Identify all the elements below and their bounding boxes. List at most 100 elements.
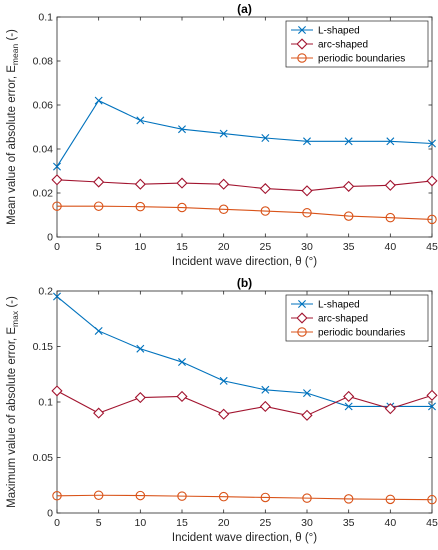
marker-stroke (94, 326, 103, 335)
data-point-diamond (426, 175, 438, 187)
x-tick-label: 0 (54, 517, 60, 529)
x-tick-label: 25 (259, 517, 271, 529)
legend-label: periodic boundaries (318, 328, 405, 339)
y-tick-label: 0.04 (33, 144, 54, 156)
data-point-x (94, 326, 103, 335)
y-axis-label-subscript: max (10, 310, 20, 327)
legend-marker-circle (297, 53, 307, 63)
y-tick-label: 0.1 (38, 397, 53, 409)
x-tick-label: 5 (96, 241, 102, 253)
data-point-diamond (218, 408, 230, 420)
data-point-diamond (93, 407, 105, 419)
data-point-diamond (176, 390, 188, 403)
x-tick-label: 10 (134, 517, 146, 529)
marker-stroke (298, 300, 306, 308)
data-point-diamond (384, 179, 396, 191)
x-tick-label: 0 (54, 241, 60, 253)
marker-stroke (298, 26, 306, 34)
data-point-x (53, 292, 61, 301)
legend-label: arc-shaped (318, 40, 368, 51)
marker-stroke (428, 139, 436, 148)
series-arc-shaped (51, 174, 438, 197)
marker-stroke (178, 125, 186, 134)
x-tick-label: 5 (96, 517, 102, 529)
x-tick-label: 20 (218, 241, 230, 253)
data-point-diamond (51, 174, 63, 186)
marker-stroke (219, 376, 228, 385)
data-point-diamond (259, 400, 271, 413)
legend: L-shaped arc-shaped periodic boundaries (285, 20, 429, 68)
y-axis-label-main: Maximum value of absolute error, E (6, 327, 18, 508)
data-point-x (386, 137, 395, 146)
data-point-x (219, 129, 228, 138)
x-tick-label: 35 (343, 517, 355, 529)
data-point-circle (427, 494, 437, 505)
series-line (56, 179, 433, 192)
x-tick-label: 45 (426, 517, 438, 529)
data-point-circle (385, 494, 396, 505)
panel-title: (a) (237, 2, 252, 16)
legend: L-shaped arc-shaped periodic boundaries (285, 294, 429, 342)
data-point-x (428, 139, 436, 148)
y-tick-label: 0.2 (38, 286, 53, 298)
series-periodic-boundaries (52, 490, 437, 505)
data-point-x (261, 134, 270, 142)
series-line (56, 494, 433, 501)
legend-label: periodic boundaries (318, 54, 405, 65)
data-point-x (219, 376, 228, 385)
series-l-shaped (53, 292, 436, 411)
y-tick-label: 0 (47, 232, 53, 244)
data-point-x (261, 385, 270, 394)
marker-stroke (303, 389, 311, 398)
data-point-circle (218, 204, 229, 215)
data-point-circle (93, 490, 104, 500)
legend-marker-x (298, 26, 306, 34)
y-tick-label: 0.1 (38, 12, 53, 24)
data-point-circle (302, 208, 312, 218)
marker-stroke (136, 344, 145, 353)
legend-label: L-shaped (318, 300, 360, 311)
data-point-x (94, 96, 103, 105)
data-point-circle (343, 211, 354, 221)
series-periodic-boundaries (52, 201, 437, 225)
x-axis-label: Incident wave direction, θ (°) (172, 256, 317, 268)
marker-stroke (261, 385, 270, 394)
marker-stroke (303, 137, 311, 146)
data-point-diamond (259, 183, 271, 195)
x-tick-label: 25 (259, 241, 271, 253)
data-point-circle (218, 491, 229, 502)
x-tick-label: 15 (176, 517, 188, 529)
legend-marker-x (298, 300, 306, 308)
legend-label: L-shaped (318, 26, 360, 37)
data-point-circle (93, 201, 104, 211)
data-point-diamond (218, 178, 230, 190)
data-point-x (303, 389, 311, 398)
y-axis-label-unit: (-) (6, 29, 18, 44)
x-tick-label: 15 (176, 241, 188, 253)
data-point-diamond (51, 385, 63, 397)
x-axis-label: Incident wave direction, θ (°) (172, 532, 317, 544)
data-point-circle (427, 214, 437, 225)
data-point-diamond (134, 178, 146, 190)
y-tick-label: 0.02 (33, 188, 54, 200)
data-point-circle (52, 491, 62, 501)
data-point-circle (135, 201, 146, 212)
data-point-x (53, 162, 61, 171)
series-line (56, 99, 433, 167)
series-line (56, 296, 432, 407)
x-tick-label: 30 (301, 517, 313, 529)
x-tick-label: 40 (384, 517, 396, 529)
series-line (56, 390, 433, 416)
x-tick-label: 30 (301, 241, 313, 253)
x-tick-label: 35 (343, 241, 355, 253)
data-point-x (136, 116, 145, 125)
data-point-diamond (343, 390, 355, 403)
data-point-circle (260, 206, 271, 216)
data-point-diamond (343, 180, 355, 192)
data-point-diamond (134, 391, 146, 404)
y-axis-label: Mean value of absolute error, Emean (-) (6, 29, 20, 225)
x-tick-label: 40 (384, 241, 396, 253)
x-tick-label: 20 (218, 517, 230, 529)
data-point-x (344, 137, 353, 146)
